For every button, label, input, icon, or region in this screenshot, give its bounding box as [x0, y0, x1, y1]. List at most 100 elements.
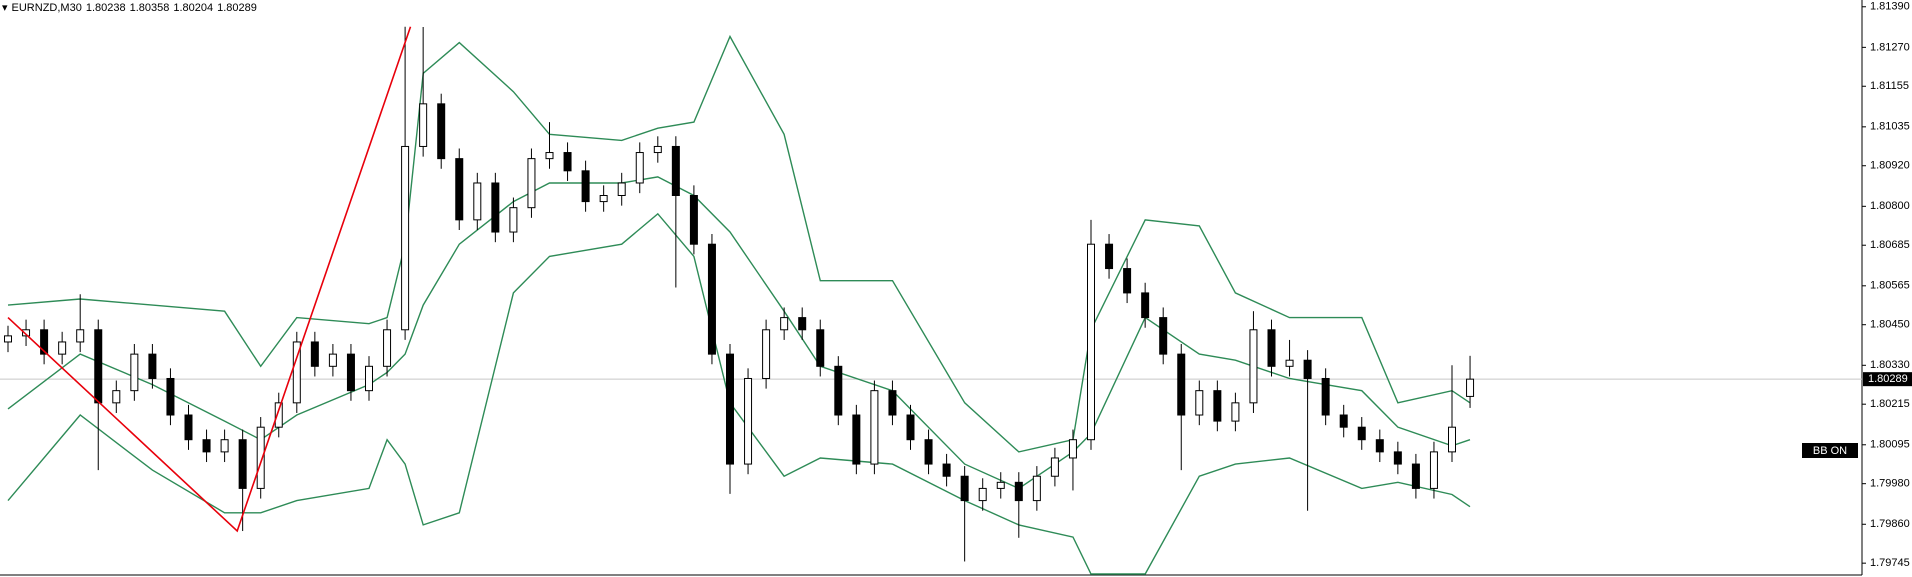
candle-body: [1195, 390, 1204, 416]
candle-body: [726, 353, 734, 465]
candle-body: [1411, 463, 1420, 489]
candle-body: [1357, 426, 1366, 441]
menu-triangle: ▾: [2, 2, 8, 14]
candle-body: [960, 475, 969, 502]
candle-body: [1159, 317, 1168, 355]
candle-body: [40, 329, 49, 355]
candle-body: [22, 329, 31, 337]
ohlc-high: 1.80358: [129, 2, 170, 14]
candle-body: [689, 195, 698, 245]
y-tick-label: 1.80450: [1870, 319, 1910, 331]
candle-body: [942, 463, 951, 477]
candle-body: [1466, 378, 1475, 397]
candle-body: [1087, 243, 1095, 441]
candle-body: [328, 353, 337, 367]
candle-body: [1303, 359, 1312, 379]
candle-body: [310, 341, 319, 367]
candle-body: [1123, 268, 1132, 294]
ohlc-close: 1.80289: [217, 2, 257, 14]
candle-body: [346, 353, 355, 392]
y-tick-label: 1.80565: [1870, 280, 1910, 292]
candle-body: [1231, 402, 1240, 422]
candle-body: [563, 152, 572, 172]
candle-body: [744, 377, 753, 465]
ohlc-open: 1.80238: [85, 2, 126, 14]
price-label-box: [1863, 372, 1912, 387]
candle-body: [834, 365, 843, 416]
candle-body: [1267, 329, 1276, 367]
candle-body: [365, 365, 373, 392]
candle-body: [1249, 329, 1258, 404]
candle-body: [1105, 243, 1114, 270]
candle-body: [274, 402, 283, 428]
candle-body: [870, 390, 879, 465]
y-tick-label: 1.79745: [1870, 557, 1910, 569]
candle-body: [166, 377, 175, 416]
y-tick-label: 1.80095: [1870, 439, 1910, 451]
candle-body: [292, 341, 301, 404]
candle-body: [58, 341, 67, 355]
candle-body: [1393, 451, 1402, 465]
candle-body: [1177, 353, 1186, 416]
candle-body: [130, 353, 139, 392]
candle-body: [924, 439, 933, 465]
candle-body: [780, 317, 789, 331]
bollinger-middle: [7, 176, 1471, 490]
candle-body: [1321, 377, 1330, 416]
y-tick-label: 1.80800: [1870, 200, 1910, 212]
ohlc-low: 1.80204: [173, 2, 214, 14]
y-tick-label: 1.81155: [1870, 80, 1909, 92]
candle-body: [437, 103, 446, 160]
y-tick-label: 1.81035: [1870, 121, 1910, 133]
candle-body: [401, 145, 410, 331]
candle-body: [4, 335, 12, 343]
y-tick-label: 1.79860: [1870, 518, 1910, 530]
candle-body: [184, 414, 193, 441]
candle-body: [653, 145, 662, 154]
candle-body: [148, 353, 157, 379]
y-tick-label: 1.81390: [1870, 1, 1910, 13]
candle-body: [996, 481, 1005, 489]
candle-body: [617, 182, 626, 196]
candle-body: [527, 158, 536, 209]
y-tick-label: 1.79980: [1870, 478, 1910, 490]
candle-body: [816, 329, 825, 367]
y-tick-label: 1.80330: [1870, 359, 1910, 371]
candle-body: [1285, 359, 1294, 367]
y-tick-label: 1.81270: [1870, 41, 1910, 53]
bollinger-upper: [7, 34, 1471, 453]
y-tick-label: 1.80685: [1870, 239, 1910, 251]
candle-body: [419, 103, 428, 147]
candle-body: [978, 487, 987, 502]
candle-body: [1375, 439, 1384, 453]
candle-body: [852, 414, 861, 465]
candle-body: [509, 207, 518, 233]
indicator-label: BB ON: [1813, 445, 1847, 457]
candle-body: [94, 329, 103, 404]
candle-body: [888, 390, 897, 416]
candle-body: [545, 152, 554, 160]
candle-body: [906, 414, 915, 441]
candle-body: [220, 439, 229, 453]
candle-body: [762, 329, 771, 379]
header: ▾ EURNZD,M30 1.80238 1.80358 1.80204 1.80289: [2, 1, 261, 14]
candle-body: [707, 243, 716, 355]
candle-body: [383, 329, 392, 367]
candle-body: [635, 152, 644, 184]
candle-body: [581, 170, 590, 203]
candle-body: [1213, 390, 1222, 422]
candle-body: [256, 426, 265, 489]
indicator-box: [1802, 443, 1858, 458]
candle-body: [599, 195, 608, 203]
candle-body: [473, 182, 482, 221]
candle-body: [1448, 426, 1456, 453]
candle-body: [112, 390, 121, 404]
candle-body: [455, 158, 464, 221]
candle-body: [1339, 414, 1348, 428]
candle-body: [1014, 481, 1023, 502]
candle-body: [1032, 475, 1041, 502]
price-label: 1.80289: [1868, 373, 1908, 385]
candle-body: [1429, 451, 1438, 489]
